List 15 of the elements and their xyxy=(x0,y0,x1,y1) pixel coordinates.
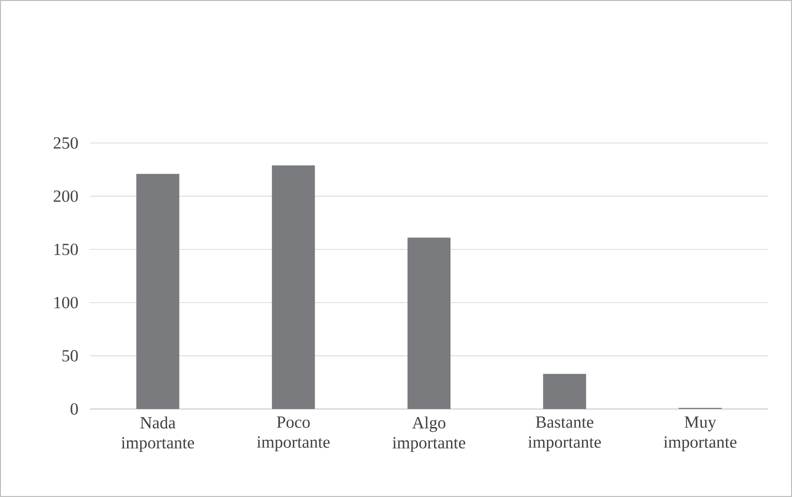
y-tick-label: 50 xyxy=(62,350,78,362)
x-tick-label: Algo importante xyxy=(392,416,466,452)
bar xyxy=(272,165,315,409)
x-tick-label: Nada importante xyxy=(121,416,194,452)
y-tick-label: 200 xyxy=(54,190,78,202)
y-tick-label: 0 xyxy=(70,403,78,415)
bar xyxy=(408,238,451,409)
bar xyxy=(543,374,586,409)
y-tick-label: 150 xyxy=(54,244,78,256)
x-tick-label: Muy importante xyxy=(664,416,736,452)
x-tick-label: Poco importante xyxy=(256,416,330,452)
bar xyxy=(136,174,180,409)
y-tick-label: 250 xyxy=(54,137,78,149)
x-tick-label: Bastante importante xyxy=(528,416,601,452)
y-tick-label: 100 xyxy=(54,296,78,308)
